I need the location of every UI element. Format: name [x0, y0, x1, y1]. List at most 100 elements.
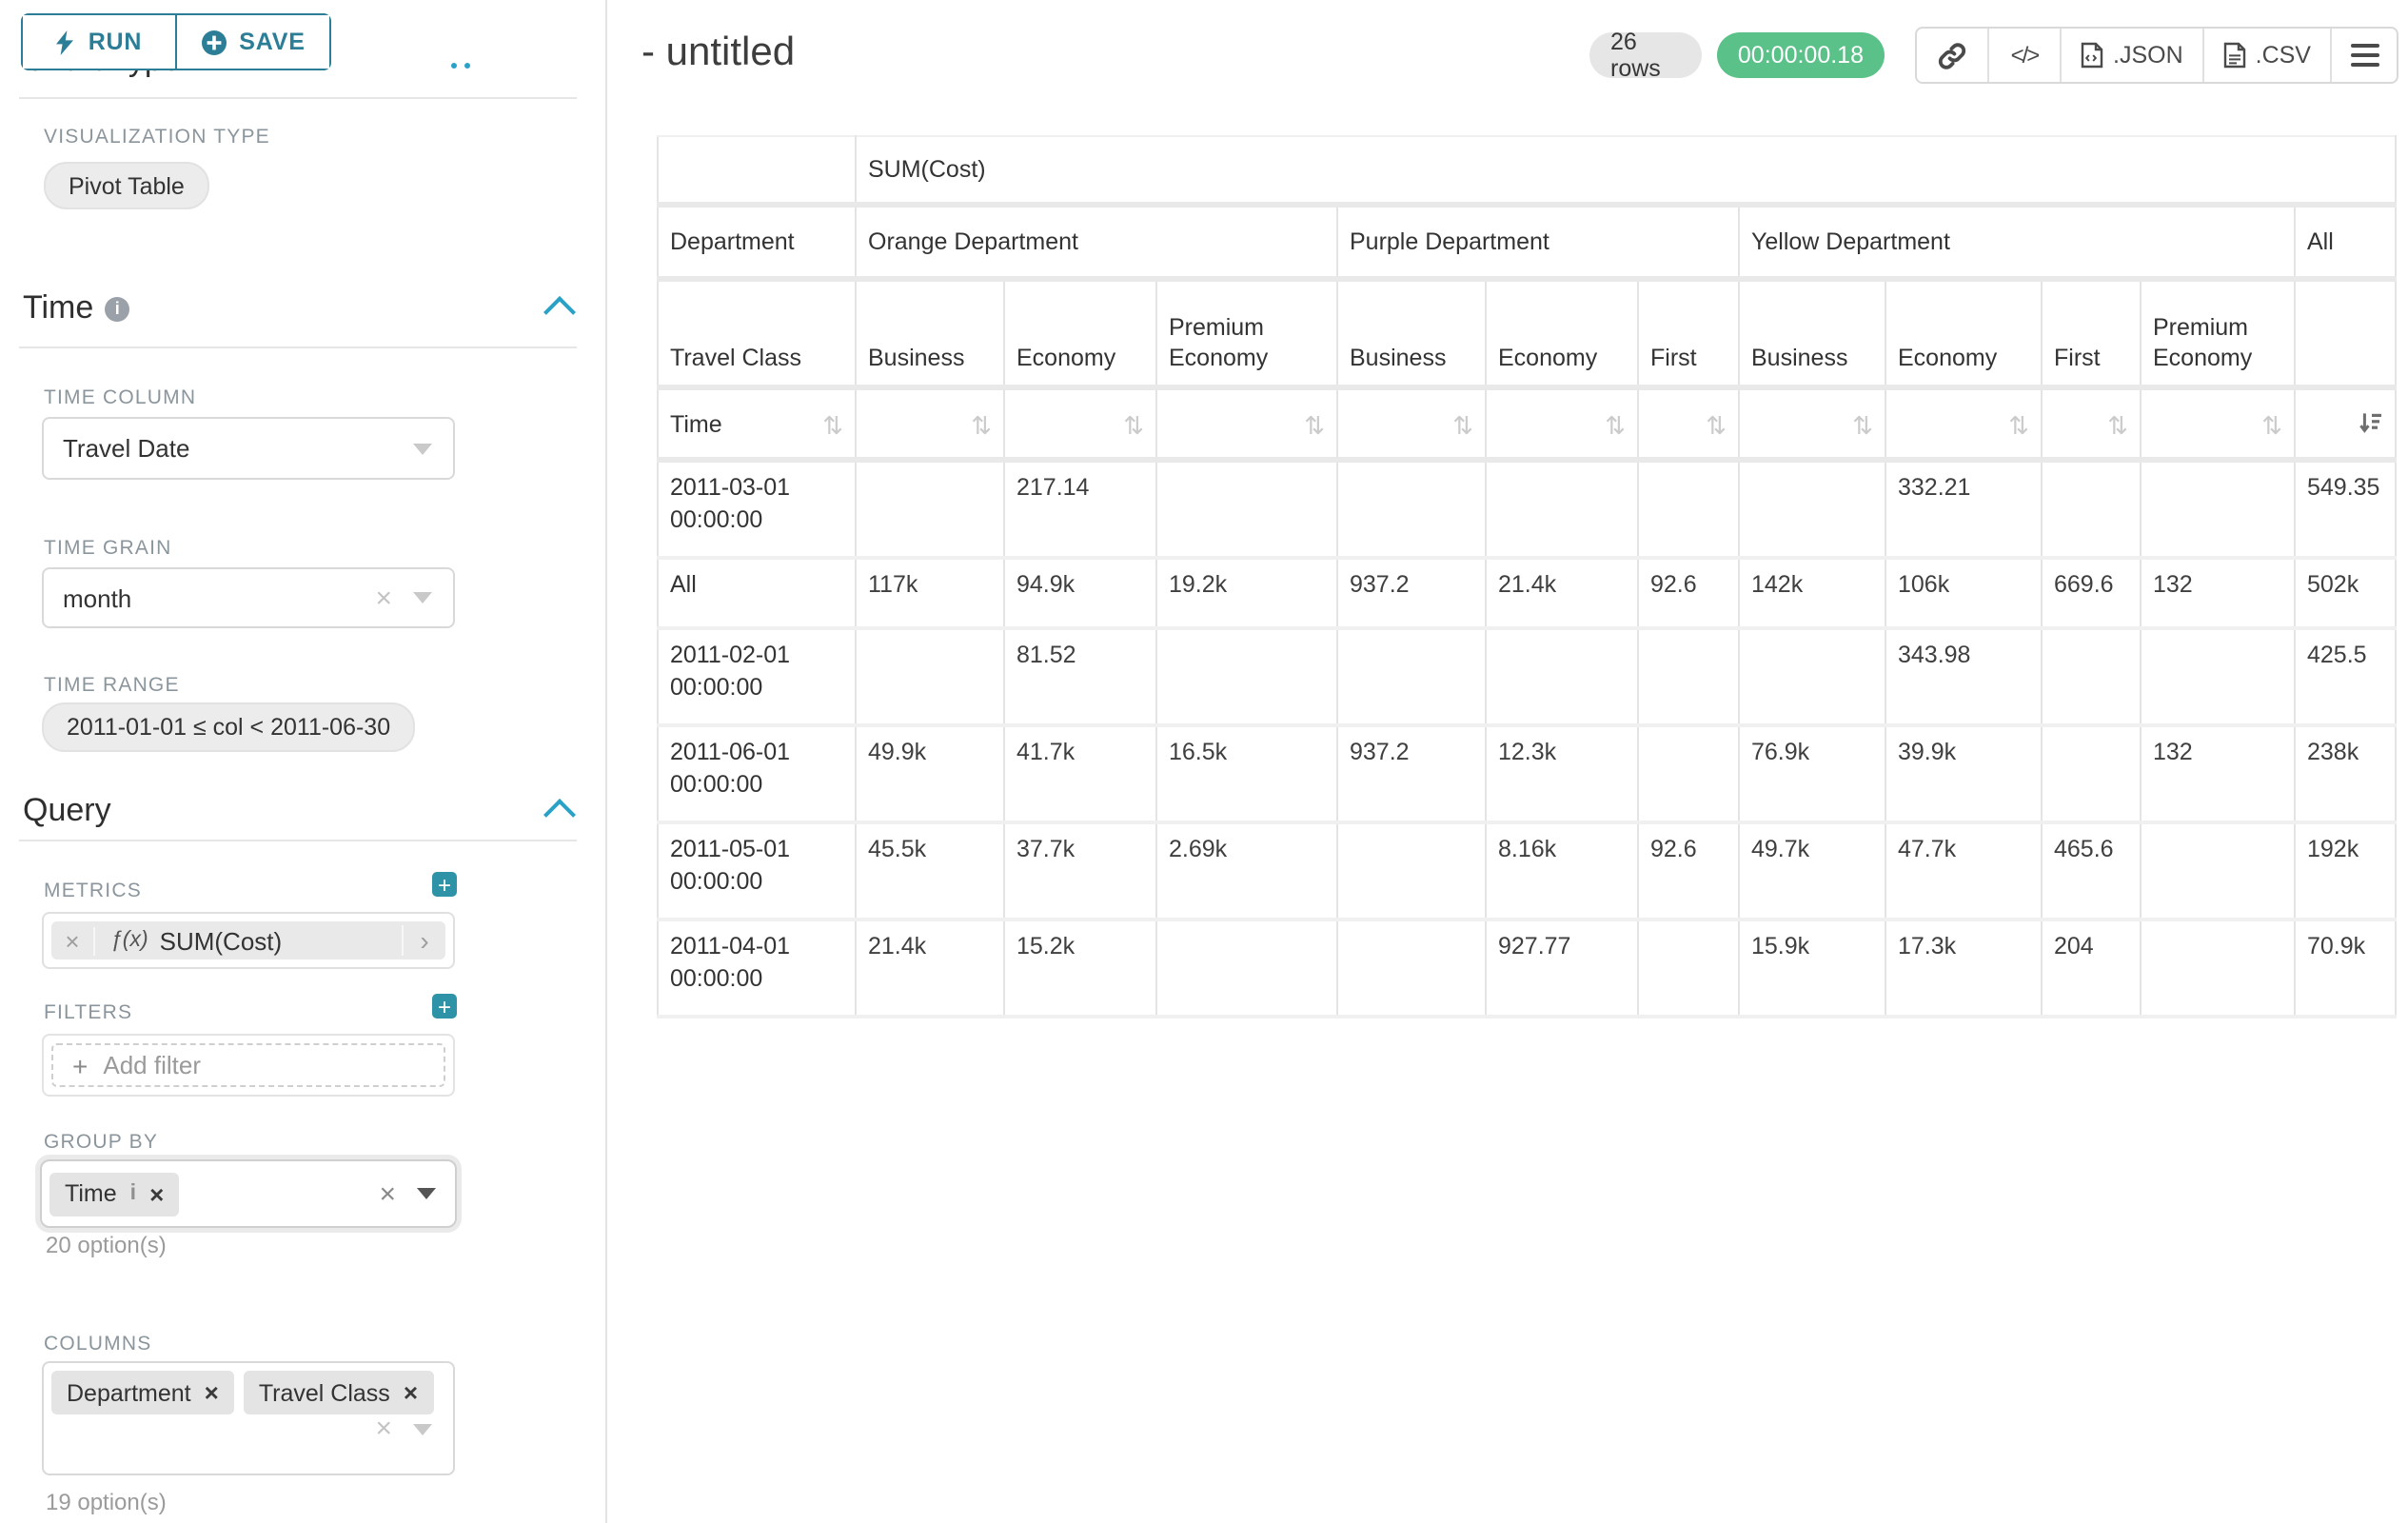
sort-desc-active-icon[interactable]: [2359, 410, 2383, 439]
time-axis-sort-header[interactable]: Time ⇅: [657, 386, 857, 463]
row-header: 2011-04-01 00:00:00: [657, 920, 857, 1019]
chevron-right-icon[interactable]: ›: [402, 925, 445, 956]
pivot-value-cell: 8.16k: [1485, 822, 1639, 921]
time-column-select[interactable]: Travel Date: [42, 417, 455, 480]
chevron-down-icon[interactable]: [413, 592, 432, 603]
pivot-value-cell: 502k: [2294, 558, 2397, 630]
columns-chip-travel-class[interactable]: Travel Class ×: [243, 1371, 433, 1414]
column-sort-header[interactable]: ⇅: [1885, 386, 2043, 463]
sort-icon[interactable]: ⇅: [1605, 410, 1626, 439]
remove-metric-icon[interactable]: ×: [51, 926, 95, 955]
sort-icon[interactable]: ⇅: [2008, 410, 2029, 439]
chart-title[interactable]: - untitled: [641, 30, 796, 74]
remove-chip-icon[interactable]: ×: [403, 1378, 418, 1407]
pivot-value-cell: 2.69k: [1155, 822, 1338, 921]
pivot-value-cell: 92.6: [1637, 558, 1740, 630]
sort-icon[interactable]: ⇅: [1304, 410, 1325, 439]
pivot-value-cell: [1637, 628, 1740, 727]
sort-icon[interactable]: ⇅: [971, 410, 992, 439]
column-sort-header[interactable]: ⇅: [2041, 386, 2142, 463]
sort-icon[interactable]: ⇅: [1452, 410, 1473, 439]
sort-icon[interactable]: ⇅: [1852, 410, 1873, 439]
columns-option-count: 19 option(s): [46, 1489, 167, 1515]
query-section-collapse-chevron-icon[interactable]: [543, 799, 576, 831]
pivot-value-cell: 204: [2041, 920, 2142, 1019]
group-by-select[interactable]: Time i × ×: [40, 1159, 457, 1228]
columns-select[interactable]: Department × Travel Class × ×: [42, 1361, 455, 1475]
column-sort-header[interactable]: ⇅: [1637, 386, 1740, 463]
visualization-type-pill[interactable]: Pivot Table: [44, 162, 209, 209]
pivot-value-cell: [1336, 920, 1487, 1019]
pivot-value-cell: 39.9k: [1885, 725, 2043, 824]
embed-code-button[interactable]: </>: [1987, 29, 2060, 82]
column-sort-header[interactable]: ⇅: [1738, 386, 1886, 463]
chart-type-collapse-chevron-tip[interactable]: [451, 63, 457, 69]
column-sort-header[interactable]: ⇅: [1155, 386, 1338, 463]
chevron-down-icon[interactable]: [417, 1188, 436, 1199]
info-icon[interactable]: i: [105, 296, 130, 321]
pivot-value-cell: 937.2: [1336, 725, 1487, 824]
pivot-value-cell: [1485, 628, 1639, 727]
clear-icon[interactable]: ×: [375, 1413, 392, 1445]
add-filter-button[interactable]: + Add filter: [51, 1043, 445, 1087]
column-sort-header[interactable]: [2294, 386, 2397, 463]
metric-pill[interactable]: × ƒ(x) SUM(Cost) ›: [51, 921, 445, 959]
clear-icon[interactable]: ×: [375, 582, 392, 614]
travel-class-header: Business: [855, 278, 1005, 390]
column-sort-header[interactable]: ⇅: [1485, 386, 1639, 463]
pivot-value-cell: 142k: [1738, 558, 1886, 630]
sort-icon[interactable]: ⇅: [822, 410, 843, 439]
column-sort-header[interactable]: ⇅: [2140, 386, 2296, 463]
time-section-collapse-chevron-icon[interactable]: [543, 296, 576, 328]
pivot-value-cell: 132: [2140, 558, 2296, 630]
remove-chip-icon[interactable]: ×: [149, 1179, 165, 1208]
run-button-label: RUN: [88, 29, 143, 55]
chart-menu-button[interactable]: [2330, 29, 2397, 82]
columns-chip-department[interactable]: Department ×: [51, 1371, 234, 1414]
time-range-pill[interactable]: 2011-01-01 ≤ col < 2011-06-30: [42, 702, 416, 752]
table-row: 2011-05-01 00:00:00 45.5k 37.7k 2.69k 8.16k 9…: [657, 822, 2397, 921]
add-filter-plus-button[interactable]: +: [432, 994, 457, 1019]
pivot-value-cell: 117k: [855, 558, 1005, 630]
pivot-value-cell: [2140, 822, 2296, 921]
sort-icon[interactable]: ⇅: [2261, 410, 2282, 439]
pivot-value-cell: 106k: [1885, 558, 2043, 630]
table-row: 2011-04-01 00:00:00 21.4k 15.2k 927.77 15.9k…: [657, 920, 2397, 1019]
column-sort-header[interactable]: ⇅: [855, 386, 1005, 463]
export-json-label: .JSON: [2113, 42, 2183, 69]
pivot-table-container: SUM(Cost) Department Orange Department Purp…: [657, 135, 2397, 1019]
sort-icon[interactable]: ⇅: [2107, 410, 2128, 439]
share-link-button[interactable]: [1917, 29, 1987, 82]
run-button[interactable]: RUN: [23, 15, 175, 69]
info-icon[interactable]: i: [129, 1182, 137, 1205]
clear-icon[interactable]: ×: [379, 1177, 396, 1210]
section-divider: [19, 840, 577, 841]
chevron-down-icon[interactable]: [413, 1423, 432, 1434]
pivot-value-cell: 37.7k: [1003, 822, 1157, 921]
sort-icon[interactable]: ⇅: [1123, 410, 1144, 439]
chart-type-collapse-chevron-tip[interactable]: [464, 63, 470, 69]
pivot-value-cell: 94.9k: [1003, 558, 1157, 630]
sort-icon[interactable]: ⇅: [1706, 410, 1727, 439]
column-sort-header[interactable]: ⇅: [1336, 386, 1487, 463]
add-metric-button[interactable]: +: [432, 872, 457, 897]
chevron-down-icon[interactable]: [413, 443, 432, 454]
pivot-value-cell: 45.5k: [855, 822, 1005, 921]
row-header: 2011-05-01 00:00:00: [657, 822, 857, 921]
time-grain-select[interactable]: month ×: [42, 567, 455, 628]
pivot-value-cell: [1738, 460, 1886, 560]
export-json-button[interactable]: .JSON: [2060, 29, 2202, 82]
column-sort-header[interactable]: ⇅: [1003, 386, 1157, 463]
pivot-value-cell: 15.2k: [1003, 920, 1157, 1019]
pivot-value-cell: 927.77: [1485, 920, 1639, 1019]
pivot-value-cell: 92.6: [1637, 822, 1740, 921]
remove-chip-icon[interactable]: ×: [204, 1378, 219, 1407]
save-button[interactable]: SAVE: [175, 15, 329, 69]
group-by-chip-time[interactable]: Time i ×: [49, 1172, 180, 1216]
pivot-value-cell: 549.35: [2294, 460, 2397, 560]
export-csv-button[interactable]: .CSV: [2201, 29, 2330, 82]
query-timer-badge: 00:00:00.18: [1716, 32, 1885, 78]
table-row: 2011-03-01 00:00:00 217.14 332.21 549.35: [657, 460, 2397, 560]
pivot-value-cell: [2041, 725, 2142, 824]
bolt-icon: [56, 30, 74, 54]
